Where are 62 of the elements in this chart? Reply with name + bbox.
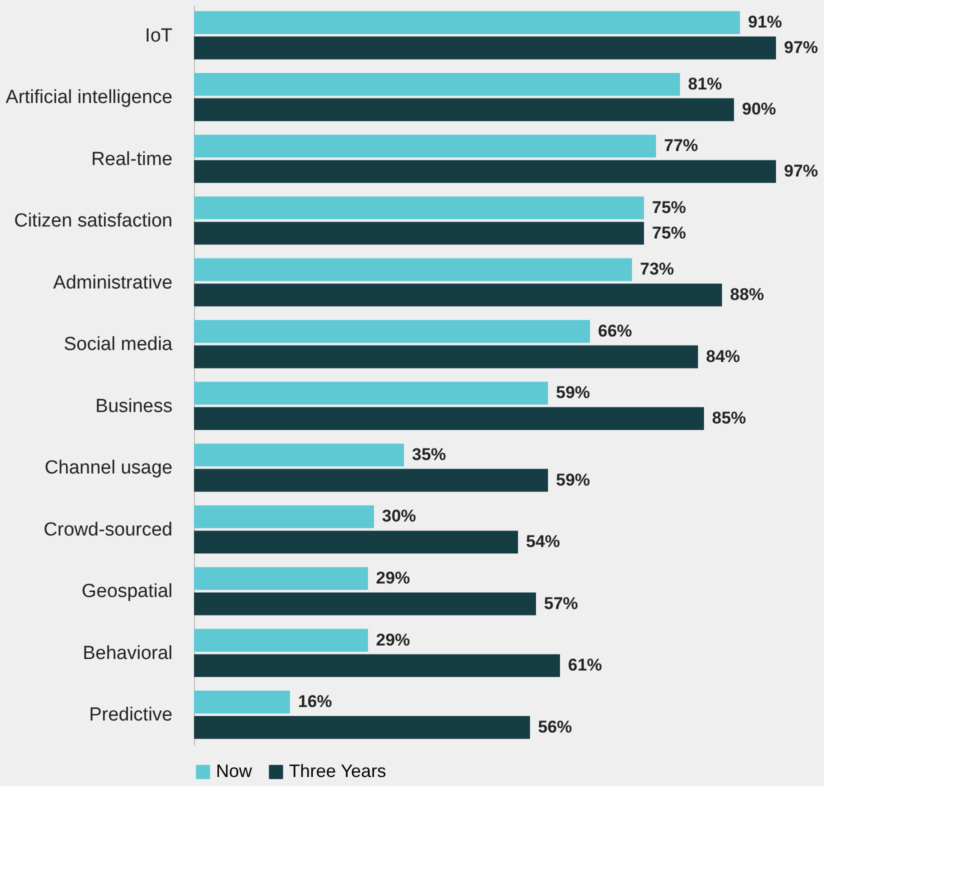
bar — [194, 345, 698, 368]
data-label: 88% — [730, 285, 764, 304]
data-label: 35% — [412, 444, 446, 464]
bar — [194, 196, 644, 220]
bar — [194, 160, 776, 183]
bar — [194, 592, 536, 616]
y-tick-label: Real-time — [91, 148, 172, 170]
data-label: 29% — [376, 568, 410, 588]
y-tick-label: Predictive — [89, 704, 172, 726]
bar — [194, 134, 656, 158]
y-tick-label: Geospatial — [82, 581, 172, 602]
bar — [194, 382, 548, 405]
data-label: 30% — [382, 506, 416, 526]
y-tick-label: Channel usage — [44, 458, 172, 479]
bar — [194, 505, 374, 528]
bar — [194, 628, 368, 652]
bar — [194, 98, 734, 122]
data-label: 75% — [652, 198, 686, 217]
data-label: 77% — [664, 136, 698, 156]
data-label: 81% — [688, 74, 722, 94]
y-tick-label: Social media — [64, 334, 173, 356]
data-label: 90% — [742, 100, 776, 119]
bar — [194, 444, 404, 466]
bar — [194, 320, 590, 343]
data-label: 59% — [556, 383, 590, 402]
y-tick-label: Behavioral — [82, 642, 172, 664]
data-label: 54% — [526, 532, 560, 552]
data-label: 59% — [556, 470, 590, 490]
data-label: 57% — [544, 594, 578, 613]
data-label: 85% — [712, 408, 746, 428]
bar — [194, 530, 518, 554]
bar — [194, 567, 368, 590]
data-label: 56% — [538, 717, 572, 736]
bar — [194, 716, 530, 739]
data-label: 16% — [298, 692, 332, 712]
bar — [194, 690, 290, 714]
data-label: 75% — [652, 223, 686, 242]
bar — [194, 72, 680, 96]
y-tick-label: Crowd-sourced — [44, 519, 172, 540]
bar — [194, 407, 704, 430]
legend-label: Three Years — [289, 761, 386, 781]
bar — [194, 222, 644, 245]
bar — [194, 258, 632, 282]
data-label: 73% — [640, 260, 674, 279]
y-tick-label: Artificial intelligence — [6, 87, 172, 108]
y-tick-label: IoT — [145, 25, 173, 46]
data-label: 91% — [748, 12, 782, 32]
bar — [194, 11, 740, 34]
data-label: 61% — [568, 656, 602, 675]
bar — [194, 654, 560, 678]
y-tick-label: Business — [95, 396, 172, 417]
data-label: 97% — [784, 38, 818, 57]
data-label: 66% — [598, 321, 632, 340]
data-label: 29% — [376, 630, 410, 650]
data-label: 84% — [706, 346, 740, 366]
legend-label: Now — [216, 761, 254, 781]
y-tick-label: Administrative — [53, 272, 172, 294]
bar — [194, 284, 722, 306]
y-tick-label: Citizen satisfaction — [14, 210, 172, 232]
bar — [194, 468, 548, 492]
data-label: 97% — [784, 161, 818, 180]
bar — [194, 36, 776, 60]
